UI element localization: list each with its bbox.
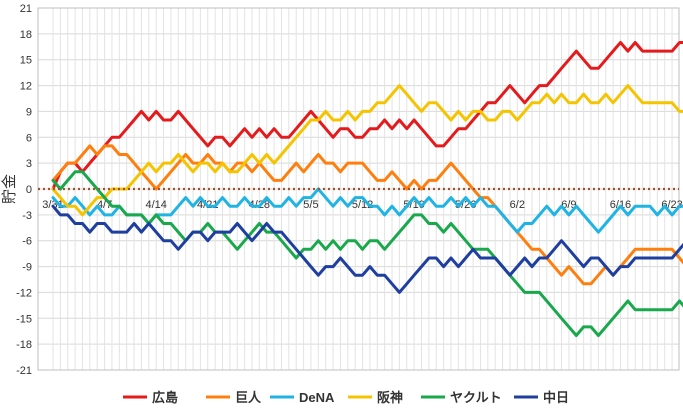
legend-item: ヤクルト	[421, 390, 502, 405]
series-lines	[38, 41, 683, 337]
legend-item: 阪神	[348, 390, 403, 405]
legend-label: 巨人	[235, 390, 262, 405]
y-tick-label: -12	[16, 287, 32, 299]
legend-item: 広島	[123, 390, 178, 405]
y-tick-label: 21	[20, 3, 32, 15]
x-tick-label: 6/9	[561, 199, 576, 211]
legend-item: DeNA	[270, 390, 335, 405]
y-tick-label: 9	[26, 106, 32, 118]
legend-item: 中日	[514, 390, 569, 405]
y-axis: 21 18 15 12 9 6 3 0 -3 -6 -9 -12 -15 -18 -21	[16, 3, 32, 377]
legend-label: ヤクルト	[450, 390, 502, 405]
legend-label: 中日	[543, 390, 569, 405]
y-tick-label: -18	[16, 339, 32, 351]
series-line-ヤクルト	[51, 170, 683, 337]
series-line-阪神	[51, 84, 683, 217]
x-tick-label: 6/2	[510, 199, 525, 211]
series-line-広島	[51, 41, 683, 191]
y-tick-label: 3	[26, 158, 32, 170]
legend-label: DeNA	[299, 390, 335, 405]
series-line-DeNA	[51, 187, 683, 234]
y-tick-label: -21	[16, 365, 32, 377]
y-tick-label: -9	[22, 262, 32, 274]
legend-label: 阪神	[377, 390, 403, 405]
series-line-中日	[51, 204, 683, 294]
y-tick-label: 0	[26, 184, 32, 196]
x-tick-label: 4/14	[145, 199, 166, 211]
legend: 広島 巨人 DeNA 阪神 ヤクルト 中日	[123, 390, 569, 405]
series-line-巨人	[51, 144, 683, 286]
legend-item: 巨人	[206, 390, 262, 405]
x-tick-label: 5/5	[303, 199, 318, 211]
legend-label: 広島	[152, 390, 178, 405]
y-tick-label: 6	[26, 132, 32, 144]
y-tick-label: 18	[20, 29, 32, 41]
y-tick-label: -3	[22, 210, 32, 222]
y-axis-label: 貯金	[1, 174, 18, 204]
y-tick-label: -15	[16, 313, 32, 325]
y-tick-label: -6	[22, 236, 32, 248]
y-tick-label: 12	[20, 81, 32, 93]
y-tick-label: 15	[20, 55, 32, 67]
